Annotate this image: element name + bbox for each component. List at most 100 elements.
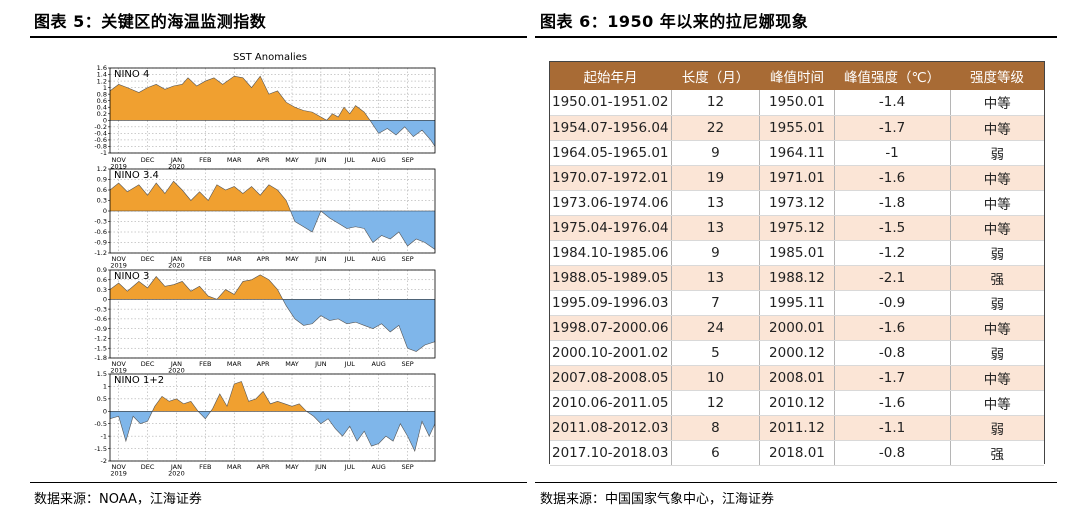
table-cell: 1964.05-1965.01 xyxy=(550,140,672,166)
series-area-positive xyxy=(152,381,307,412)
y-tick-label: -0.6 xyxy=(94,136,107,144)
table-cell: -0.9 xyxy=(834,290,951,316)
series-line xyxy=(110,381,435,452)
y-tick-label: 0.6 xyxy=(97,97,107,105)
x-tick-label: MAY xyxy=(285,255,299,263)
panel-label: NINO 3.4 xyxy=(114,170,159,181)
table-cell: 中等 xyxy=(950,190,1044,216)
x-tick-label: MAR xyxy=(227,360,242,368)
x-tick-label: JUN xyxy=(314,463,327,471)
table-cell: 中等 xyxy=(950,115,1044,141)
table-cell: -1.5 xyxy=(834,215,951,241)
y-tick-label: -1.2 xyxy=(94,335,107,343)
table-row: 2000.10-2001.02 5 2000.12 -0.8 弱 xyxy=(550,340,1044,366)
figure-5-caption: 图表 5：关键区的海温监测指数 xyxy=(34,12,267,31)
x-tick-label: MAY xyxy=(285,463,299,471)
table-cell: 2018.01 xyxy=(759,440,835,466)
table-cell: 22 xyxy=(671,115,761,141)
y-tick-label: 0 xyxy=(103,207,107,215)
series-line xyxy=(110,274,435,352)
table-cell: 12 xyxy=(671,90,761,116)
series-line xyxy=(110,75,435,147)
x-tick-label: FEB xyxy=(199,463,211,471)
y-tick-label: 0.8 xyxy=(97,90,107,98)
x-tick-label: JUN xyxy=(314,255,327,263)
table-cell: 1970.07-1972.01 xyxy=(550,165,672,191)
x-tick-label: AUG xyxy=(372,156,386,164)
table-header-cell: 起始年月 xyxy=(550,62,672,90)
x-tick-label: APR xyxy=(257,463,270,471)
table-cell: 1964.11 xyxy=(759,140,835,166)
table-cell: 1973.06-1974.06 xyxy=(550,190,672,216)
table-cell: 13 xyxy=(671,265,761,291)
table-cell: 弱 xyxy=(950,290,1044,316)
table-cell: 1995.11 xyxy=(759,290,835,316)
table-cell: -1.8 xyxy=(834,190,951,216)
series-line xyxy=(110,180,435,250)
table-cell: -2.1 xyxy=(834,265,951,291)
x-tick-label: JAN xyxy=(170,463,182,471)
table-header-cell: 长度（月） xyxy=(671,62,760,90)
table-row: 1975.04-1976.04 13 1975.12 -1.5 中等 xyxy=(550,215,1044,241)
series-area-positive xyxy=(110,76,370,121)
x-tick-label: DEC xyxy=(141,463,155,471)
table-cell: 中等 xyxy=(950,90,1044,116)
table-cell: 2000.10-2001.02 xyxy=(550,340,672,366)
y-tick-label: 0.4 xyxy=(97,103,107,111)
table-row: 1950.01-1951.02 12 1950.01 -1.4 中等 xyxy=(550,90,1044,116)
series-area-negative xyxy=(110,411,435,452)
x-tick-label: FEB xyxy=(199,156,211,164)
chart-title: SST Anomalies xyxy=(233,52,307,63)
table-row: 2011.08-2012.03 8 2011.12 -1.1 弱 xyxy=(550,415,1044,441)
panel-frame xyxy=(109,67,436,154)
y-tick-label: 1.2 xyxy=(97,77,107,85)
table-cell: 9 xyxy=(671,240,761,266)
table-cell: 弱 xyxy=(950,415,1044,441)
caption-rule-right xyxy=(535,36,1057,38)
table-header-cell: 峰值时间 xyxy=(759,62,835,90)
table-cell: 2007.08-2008.05 xyxy=(550,365,672,391)
panel-label: NINO 3 xyxy=(114,271,149,282)
table-cell: 1955.01 xyxy=(759,115,835,141)
x-tick-label: AUG xyxy=(372,255,386,263)
table-cell: 13 xyxy=(671,190,761,216)
sst-anomalies-chart: SST Anomalies 1.61.41.210.80.60.40.20-0.… xyxy=(94,52,436,476)
table-row: 1998.07-2000.06 24 2000.01 -1.6 中等 xyxy=(550,315,1044,341)
table-cell: 12 xyxy=(671,390,761,416)
table-header-cell: 峰值强度（℃） xyxy=(834,62,951,90)
table-cell: 中等 xyxy=(950,165,1044,191)
y-tick-label: -0.3 xyxy=(94,218,107,226)
table-cell: 弱 xyxy=(950,140,1044,166)
y-tick-label: -1.5 xyxy=(94,344,107,352)
table-cell: 19 xyxy=(671,165,761,191)
table-body: 1950.01-1951.02 12 1950.01 -1.4 中等 1954.07-19… xyxy=(550,90,1044,466)
x-year-label: 2020 xyxy=(168,163,185,171)
table-cell: 6 xyxy=(671,440,761,466)
table-cell: -1.2 xyxy=(834,240,951,266)
y-tick-label: 1.5 xyxy=(97,370,107,378)
la-nina-table-box: 起始年月 长度（月） 峰值时间 峰值强度（℃） 强度等级 1950.01-1951.02… xyxy=(549,61,1045,466)
table-cell: 2010.12 xyxy=(759,390,835,416)
y-tick-label: 1 xyxy=(103,383,107,391)
y-tick-label: -1.2 xyxy=(94,249,107,257)
caption-rule-left xyxy=(30,36,527,38)
x-tick-label: FEB xyxy=(199,255,211,263)
y-tick-label: -0.4 xyxy=(94,130,107,138)
table-cell: 中等 xyxy=(950,365,1044,391)
table-cell: -1.6 xyxy=(834,390,951,416)
x-tick-label: DEC xyxy=(141,255,155,263)
table-cell: 10 xyxy=(671,365,761,391)
y-tick-label: 0.9 xyxy=(97,176,107,184)
table-header-row: 起始年月 长度（月） 峰值时间 峰值强度（℃） 强度等级 xyxy=(550,62,1044,90)
x-tick-label: SEP xyxy=(401,463,413,471)
table-cell: 1985.01 xyxy=(759,240,835,266)
x-tick-label: SEP xyxy=(401,156,413,164)
table-row: 1988.05-1989.05 13 1988.12 -2.1 强 xyxy=(550,265,1044,291)
y-tick-label: 0.5 xyxy=(97,395,107,403)
y-tick-label: -1.8 xyxy=(94,354,107,362)
x-tick-label: JUL xyxy=(344,156,356,164)
x-tick-label: MAR xyxy=(227,156,242,164)
table-cell: 强 xyxy=(950,440,1044,466)
panel-label: NINO 4 xyxy=(114,69,149,80)
x-tick-label: APR xyxy=(257,156,270,164)
